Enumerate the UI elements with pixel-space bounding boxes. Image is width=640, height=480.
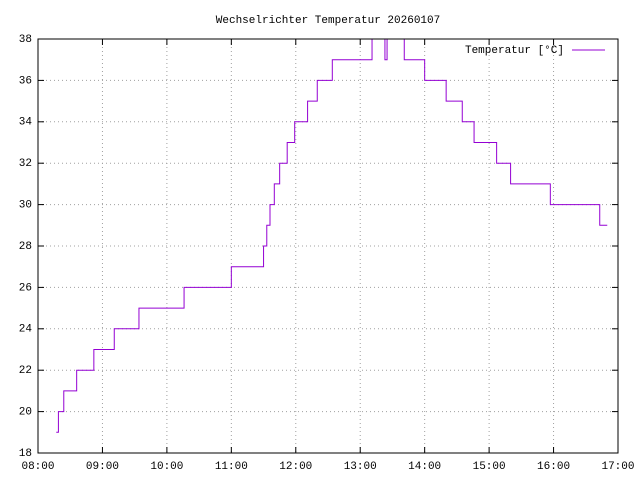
y-tick-label: 30 bbox=[19, 200, 32, 212]
chart-title: Wechselrichter Temperatur 20260107 bbox=[216, 15, 440, 27]
x-tick-label: 12:00 bbox=[279, 461, 312, 473]
y-tick-label: 24 bbox=[19, 324, 33, 336]
y-tick-label: 22 bbox=[19, 365, 32, 377]
x-tick-label: 15:00 bbox=[473, 461, 506, 473]
y-tick-label: 36 bbox=[19, 75, 32, 87]
y-tick-label: 34 bbox=[19, 117, 33, 129]
x-tick-label: 16:00 bbox=[537, 461, 570, 473]
x-tick-label: 11:00 bbox=[215, 461, 248, 473]
y-tick-label: 28 bbox=[19, 241, 32, 253]
x-tick-label: 13:00 bbox=[344, 461, 377, 473]
plot-area bbox=[56, 39, 608, 433]
y-tick-label: 18 bbox=[19, 448, 32, 460]
x-tick-label: 17:00 bbox=[601, 461, 634, 473]
y-tick-label: 20 bbox=[19, 407, 32, 419]
y-tick-label: 26 bbox=[19, 282, 32, 294]
x-tick-label: 09:00 bbox=[86, 461, 119, 473]
x-tick-label: 08:00 bbox=[21, 461, 54, 473]
y-tick-label: 38 bbox=[19, 34, 32, 46]
x-tick-label: 14:00 bbox=[408, 461, 441, 473]
y-tick-label: 32 bbox=[19, 158, 32, 170]
legend-label: Temperatur [°C] bbox=[465, 45, 564, 57]
x-tick-label: 10:00 bbox=[150, 461, 183, 473]
data-line bbox=[56, 39, 608, 433]
